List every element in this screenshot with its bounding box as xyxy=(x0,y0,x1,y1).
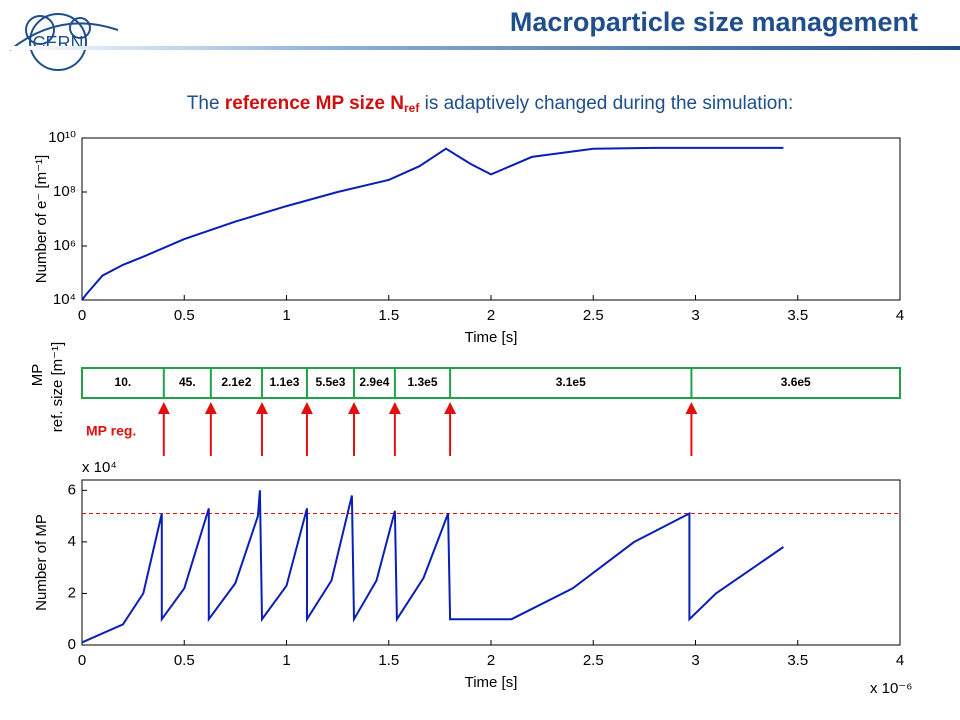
slide-title: Macroparticle size management xyxy=(510,7,918,37)
y-tick-label: 4 xyxy=(68,533,76,550)
y-axis-label: Number of e⁻ [m⁻¹] xyxy=(33,155,50,283)
data-line xyxy=(81,490,784,644)
regen-arrow-head xyxy=(300,402,313,414)
header-rule xyxy=(0,46,960,50)
x-tick-label: 2 xyxy=(487,307,495,324)
segment-label: 3.1e5 xyxy=(556,375,586,389)
regen-arrow-head xyxy=(204,402,217,414)
y-axis-label: ref. size [m⁻¹] xyxy=(49,342,66,432)
x-tick-label: 4 xyxy=(896,652,904,669)
x-tick-label: 1.5 xyxy=(378,307,399,324)
segment-label: 1.1e3 xyxy=(269,375,299,389)
x-tick-label: 2.5 xyxy=(583,307,604,324)
segment-label: 5.5e3 xyxy=(315,375,345,389)
y-axis-label: Number of MP xyxy=(33,514,50,611)
segment-label: 2.9e4 xyxy=(359,375,389,389)
x-axis-label: Time [s] xyxy=(465,329,518,346)
x-tick-label: 3.5 xyxy=(787,652,808,669)
regen-arrow-head xyxy=(255,402,268,414)
x-tick-label: 0 xyxy=(78,652,86,669)
y-tick-label: 10¹⁰ xyxy=(48,129,76,146)
regen-arrow-head xyxy=(388,402,401,414)
y-tick-label: 2 xyxy=(68,584,76,601)
segment-label: 3.6e5 xyxy=(781,375,811,389)
x-tick-label: 0.5 xyxy=(174,307,195,324)
y-axis-label: MP xyxy=(29,364,46,387)
x-tick-label: 3 xyxy=(691,307,699,324)
cern-logo xyxy=(9,13,119,71)
segment-label: 10. xyxy=(115,375,132,389)
x-tick-label: 3 xyxy=(691,652,699,669)
subtitle-text: The xyxy=(187,93,225,114)
data-line xyxy=(81,146,784,301)
subtitle: The reference MP size Nref is adaptively… xyxy=(187,93,793,115)
y-tick-label: 6 xyxy=(68,481,76,498)
x-tick-label: 4 xyxy=(896,307,904,324)
x-tick-label: 2.5 xyxy=(583,652,604,669)
subtitle-text: is adaptively changed during the simulat… xyxy=(419,93,793,114)
x-tick-label: 1.5 xyxy=(378,652,399,669)
y-tick-label: 10⁴ xyxy=(53,291,76,308)
segment-strip xyxy=(81,367,901,399)
regen-arrow-head xyxy=(444,402,457,414)
regen-arrow-head xyxy=(685,402,698,414)
regen-arrow-head xyxy=(347,402,360,414)
x-tick-label: 2 xyxy=(487,652,495,669)
plot-area xyxy=(81,137,901,301)
y-tick-label: 10⁸ xyxy=(53,183,76,200)
x-axis-label: Time [s] xyxy=(465,674,518,691)
segment-label: 1.3e5 xyxy=(407,375,437,389)
x-tick-label: 1 xyxy=(282,307,290,324)
y-tick-label: 0 xyxy=(68,636,76,653)
regen-arrow-head xyxy=(157,402,170,414)
x-multiplier: x 10⁻⁶ xyxy=(870,680,912,697)
x-tick-label: 0 xyxy=(78,307,86,324)
x-tick-label: 3.5 xyxy=(787,307,808,324)
x-tick-label: 0.5 xyxy=(174,652,195,669)
segment-label: 2.1e2 xyxy=(221,375,251,389)
marker-label: MP reg. xyxy=(86,423,136,439)
subtitle-sub: ref xyxy=(404,101,420,115)
segment-label: 45. xyxy=(179,375,196,389)
x-tick-label: 1 xyxy=(282,652,290,669)
y-tick-label: 10⁶ xyxy=(53,237,76,254)
plot-area xyxy=(81,479,901,646)
subtitle-highlight: reference MP size N xyxy=(225,93,404,114)
y-multiplier: x 10⁴ xyxy=(82,459,117,476)
